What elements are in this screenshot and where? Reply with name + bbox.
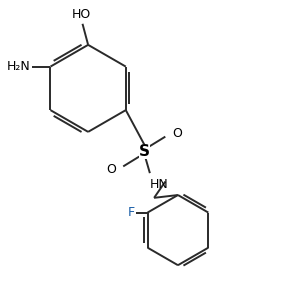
Text: HN: HN (150, 178, 169, 191)
Text: O: O (106, 163, 116, 176)
Text: F: F (128, 206, 135, 219)
Text: H₂N: H₂N (7, 60, 31, 73)
Text: O: O (172, 127, 182, 140)
Text: S: S (139, 144, 150, 159)
Text: HO: HO (72, 8, 91, 21)
